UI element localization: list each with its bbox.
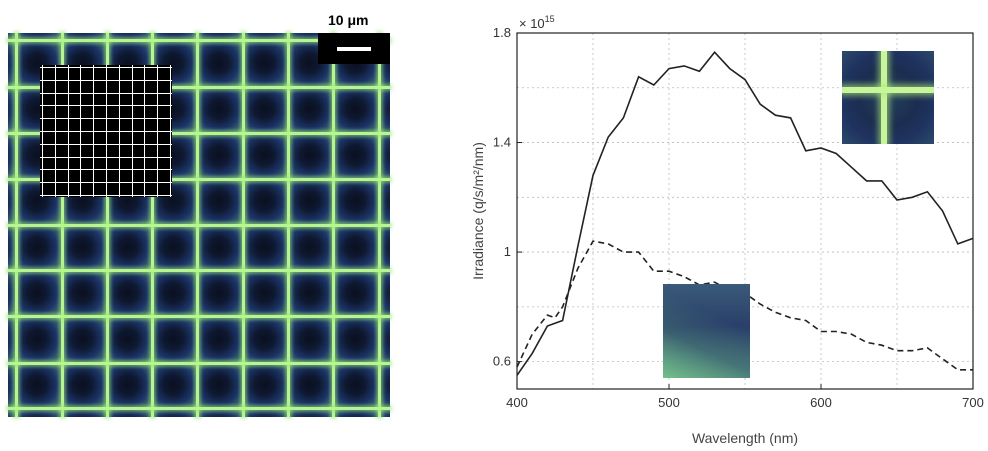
y-axis-title: Irradiance (q/s/m²/nm)	[470, 142, 486, 280]
y-tick-label: 1.8	[493, 25, 511, 40]
scale-bar-box	[318, 33, 390, 64]
series-line-solid	[516, 50, 974, 376]
inset-image-blurred	[663, 284, 750, 378]
chart-series	[516, 50, 974, 376]
y-tick-label: 1.4	[493, 135, 511, 150]
y-tick-label: 1	[504, 244, 511, 259]
grid-line-horizontal	[8, 39, 390, 42]
exponent-label: × 1015	[519, 14, 555, 31]
grid-line-horizontal	[8, 178, 390, 181]
y-tick-label: 0.6	[493, 354, 511, 369]
scale-bar	[337, 47, 371, 51]
plot-frame	[516, 32, 974, 390]
scale-bar-label: 10 μm	[328, 12, 369, 28]
x-tick-label: 600	[810, 395, 832, 410]
grid-line-horizontal	[8, 362, 390, 365]
grid-line-horizontal	[8, 315, 390, 318]
grid-line-horizontal	[8, 407, 390, 410]
x-tick-label: 400	[506, 395, 528, 410]
chart-ticks: 400 500 600 700 0.6 1 1.4 1.8	[493, 25, 984, 410]
inset-image-cross	[842, 51, 934, 144]
x-tick-label: 700	[962, 395, 984, 410]
x-tick-label: 500	[658, 395, 680, 410]
micrograph-panel	[8, 33, 390, 417]
grid-line-horizontal	[8, 132, 390, 135]
grid-line-horizontal	[8, 86, 390, 89]
grid-line-horizontal	[8, 269, 390, 272]
grid-line-horizontal	[8, 224, 390, 227]
inset-grid-schematic	[40, 65, 172, 197]
x-axis-title: Wavelength (nm)	[692, 430, 798, 446]
